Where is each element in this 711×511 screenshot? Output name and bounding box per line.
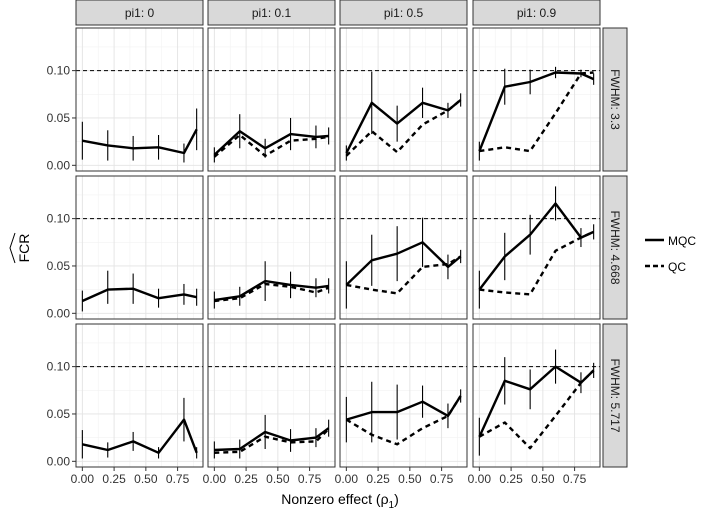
facet-strip-col: [207, 0, 336, 26]
x-tick-label: 0.50: [531, 472, 555, 486]
panel-background: [340, 324, 467, 467]
panel-border: [207, 27, 336, 172]
series-line-mqc: [213, 129, 329, 156]
panel-background: [340, 176, 467, 319]
y-tick-label: 0.00: [47, 454, 71, 468]
y-tick-label: 0.00: [47, 158, 71, 172]
legend-label-mqc: MQC: [668, 234, 696, 248]
panel-background: [208, 176, 335, 319]
y-tick-label: 0.05: [47, 111, 71, 125]
reference-lines: [76, 70, 600, 368]
facet-strip-col: [472, 0, 601, 26]
x-tick-label: 0.75: [430, 472, 454, 486]
y-tick-label: 0.10: [47, 212, 71, 226]
x-axis-title-subscript: 1: [389, 500, 395, 511]
legend-label-qc: QC: [668, 260, 686, 274]
panel-background: [208, 28, 335, 171]
x-axis-title-main: Nonzero effect (ρ: [281, 491, 388, 507]
x-tick-label: 0.00: [71, 472, 95, 486]
facet-strips: pi1: 0 pi1: 0.1 pi1: 0.5 pi1: 0.9 FWHM: 3.3 F…: [75, 0, 628, 468]
series-lines: [81, 71, 595, 454]
panel-border: [75, 27, 204, 172]
panel-border: [207, 175, 336, 320]
series-line-mqc: [478, 365, 595, 438]
y-axis-title-group: FCR: [9, 232, 32, 264]
series-line-qc: [478, 369, 595, 450]
series-line-qc: [214, 282, 330, 303]
series-line-qc: [214, 428, 330, 454]
x-tick-label: 0.25: [234, 472, 258, 486]
series-line-mqc: [478, 202, 595, 291]
x-tick-label: 0.00: [468, 472, 492, 486]
panel-background: [473, 324, 600, 467]
facet-label-col: pi1: 0.5: [384, 6, 424, 20]
axes: 0.00 0.05 0.10 0.00 0.05 0.10 0.00 0.05 0.10 0.00…: [47, 27, 601, 486]
panel-background: [208, 324, 335, 467]
x-axis-title: Nonzero effect (ρ1): [281, 491, 399, 511]
x-tick-label: 0.00: [203, 472, 227, 486]
series-line-qc: [213, 133, 329, 158]
x-tick-label: 0.00: [335, 472, 359, 486]
y-axis-title-hat: [9, 232, 16, 264]
facet-strip-row: [602, 323, 628, 468]
panel-border: [75, 323, 204, 468]
panel-background: [473, 28, 600, 171]
panel-border: [339, 27, 468, 172]
x-axis-title-close: ): [394, 491, 399, 507]
series-line-qc: [345, 99, 462, 157]
series-line-qc: [479, 230, 595, 296]
y-tick-label: 0.05: [47, 407, 71, 421]
legend: MQC QC: [645, 234, 696, 274]
facet-label-col: pi1: 0.9: [517, 6, 557, 20]
x-tick-label: 0.25: [102, 472, 126, 486]
series-line-qc: [479, 71, 594, 153]
series-line-mqc: [82, 418, 198, 454]
series-line-mqc: [214, 279, 329, 302]
facet-strip-row: [602, 175, 628, 320]
series-line-mqc: [345, 241, 462, 286]
y-tick-label: 0.05: [47, 259, 71, 273]
facet-label-row: FWHM: 3.3: [608, 69, 622, 130]
y-tick-label: 0.00: [47, 306, 71, 320]
facet-label-row: FWHM: 4.668: [608, 210, 622, 284]
panel-background: [340, 28, 467, 171]
facet-label-col: pi1: 0.1: [252, 6, 292, 20]
x-tick-label: 0.25: [499, 472, 523, 486]
x-tick-label: 0.50: [398, 472, 422, 486]
x-tick-label: 0.50: [134, 472, 158, 486]
panel-border: [472, 175, 601, 320]
y-axis-title: FCR: [16, 234, 32, 263]
x-tick-label: 0.75: [563, 472, 587, 486]
facet-strip-row: [602, 27, 628, 172]
panel-border: [207, 323, 336, 468]
y-tick-label: 0.10: [47, 64, 71, 78]
panel-border: [472, 27, 601, 172]
x-tick-label: 0.25: [366, 472, 390, 486]
axis-titles: Nonzero effect (ρ1) FCR: [9, 232, 399, 511]
series-line-mqc: [82, 128, 198, 155]
facet-strip-col: [339, 0, 468, 26]
x-tick-label: 0.75: [166, 472, 190, 486]
series-line-qc: [345, 395, 462, 446]
panel-border: [339, 175, 468, 320]
series-line-mqc: [81, 287, 197, 303]
facet-strip-col: [75, 0, 204, 26]
series-line-qc: [346, 255, 462, 295]
panel-background: [76, 324, 203, 467]
facet-label-col: pi1: 0: [125, 6, 155, 20]
x-tick-label: 0.75: [298, 472, 322, 486]
y-tick-label: 0.10: [47, 360, 71, 374]
panel-backgrounds: [76, 28, 600, 467]
facet-label-row: FWHM: 5.717: [608, 358, 622, 432]
panel-background: [473, 176, 600, 319]
panel-border: [472, 323, 601, 468]
panel-border: [75, 175, 204, 320]
panel-border: [339, 323, 468, 468]
series-line-mqc: [214, 427, 330, 452]
x-tick-label: 0.50: [266, 472, 290, 486]
